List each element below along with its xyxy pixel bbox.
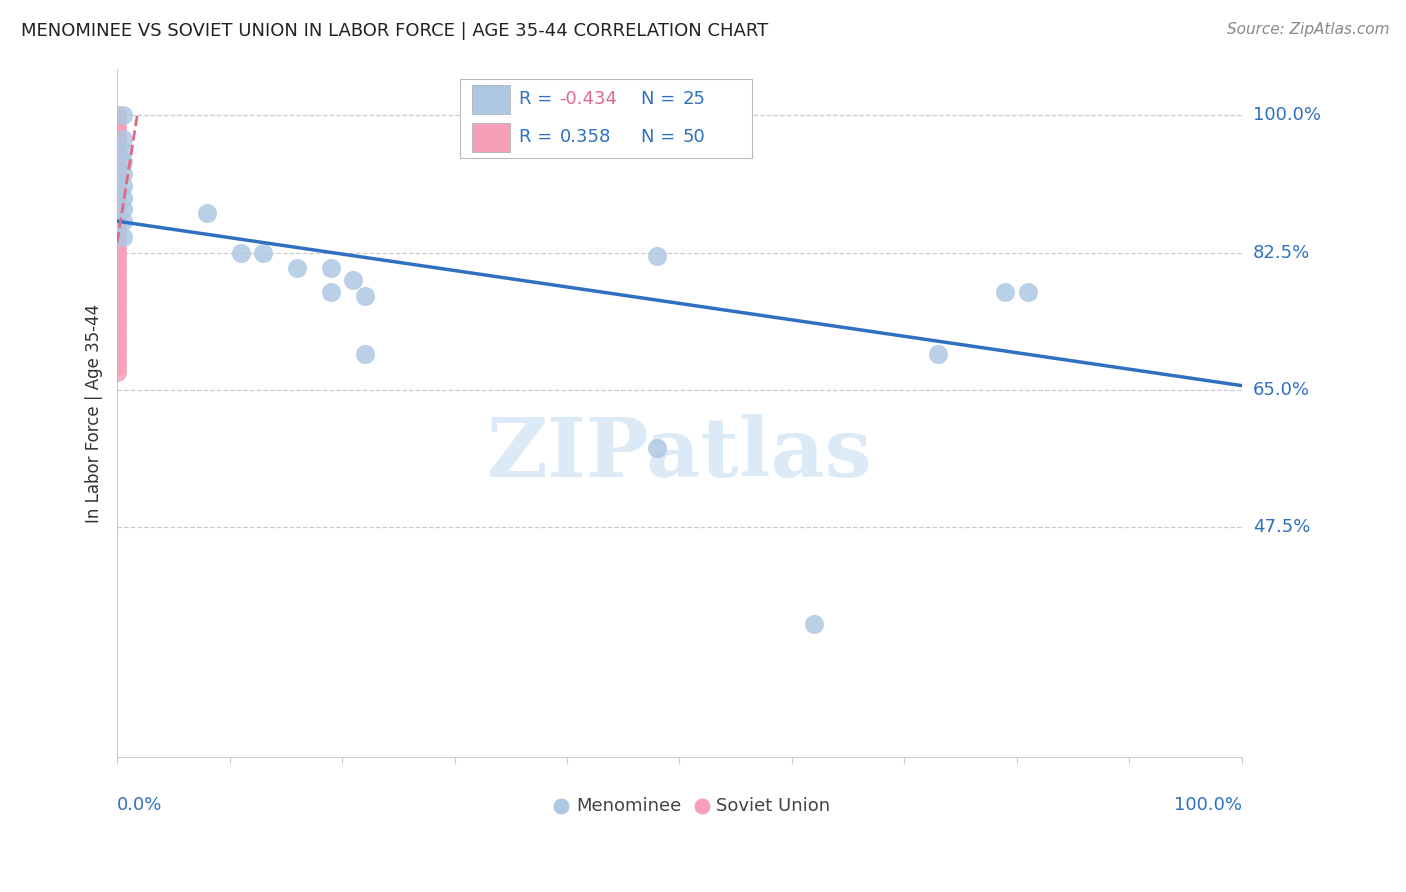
- Point: [105, 322, 128, 336]
- Y-axis label: In Labor Force | Age 35-44: In Labor Force | Age 35-44: [86, 303, 103, 523]
- Point: [252, 245, 274, 260]
- Point: [645, 249, 668, 263]
- Point: [105, 129, 128, 144]
- Point: [105, 338, 128, 352]
- Point: [105, 281, 128, 295]
- Point: [105, 150, 128, 164]
- Point: [994, 285, 1017, 299]
- Point: [105, 286, 128, 301]
- Point: [105, 155, 128, 169]
- Point: [229, 245, 252, 260]
- Point: [195, 206, 218, 220]
- Point: [105, 260, 128, 274]
- Point: [111, 178, 134, 193]
- Point: [645, 442, 668, 456]
- Point: [105, 192, 128, 206]
- Point: [105, 359, 128, 373]
- Point: [105, 197, 128, 211]
- Point: [105, 166, 128, 180]
- Point: [105, 234, 128, 248]
- Text: 47.5%: 47.5%: [1253, 517, 1310, 535]
- Text: 100.0%: 100.0%: [1174, 797, 1241, 814]
- Point: [111, 191, 134, 205]
- Point: [105, 181, 128, 195]
- Point: [319, 261, 342, 276]
- Point: [927, 347, 949, 361]
- Text: ZIPatlas: ZIPatlas: [486, 415, 872, 494]
- Point: [105, 307, 128, 321]
- Point: [285, 261, 308, 276]
- Point: [105, 318, 128, 332]
- Point: [105, 177, 128, 191]
- Point: [105, 171, 128, 186]
- Point: [105, 296, 128, 310]
- Point: [342, 273, 364, 287]
- Point: [105, 333, 128, 347]
- Point: [105, 145, 128, 160]
- Point: [105, 218, 128, 232]
- Point: [105, 212, 128, 227]
- Text: 100.0%: 100.0%: [1253, 106, 1320, 125]
- Text: 0.0%: 0.0%: [117, 797, 163, 814]
- Point: [105, 228, 128, 243]
- Point: [1017, 285, 1039, 299]
- Point: [353, 347, 375, 361]
- Point: [105, 239, 128, 253]
- Point: [111, 108, 134, 122]
- Point: [105, 343, 128, 358]
- Text: Source: ZipAtlas.com: Source: ZipAtlas.com: [1226, 22, 1389, 37]
- Point: [111, 230, 134, 244]
- Text: MENOMINEE VS SOVIET UNION IN LABOR FORCE | AGE 35-44 CORRELATION CHART: MENOMINEE VS SOVIET UNION IN LABOR FORCE…: [21, 22, 768, 40]
- Point: [105, 161, 128, 175]
- Text: 65.0%: 65.0%: [1253, 381, 1310, 399]
- Point: [803, 617, 825, 632]
- Point: [105, 119, 128, 133]
- Point: [105, 124, 128, 138]
- Text: 82.5%: 82.5%: [1253, 244, 1310, 261]
- Point: [105, 312, 128, 326]
- Point: [105, 327, 128, 342]
- Point: [105, 353, 128, 368]
- Point: [105, 270, 128, 285]
- Point: [111, 155, 134, 169]
- Point: [105, 291, 128, 305]
- Point: [111, 144, 134, 158]
- Point: [111, 132, 134, 146]
- Point: [105, 249, 128, 263]
- Point: [105, 186, 128, 201]
- Text: Menominee: Menominee: [576, 797, 681, 814]
- Point: [105, 224, 128, 238]
- Text: Soviet Union: Soviet Union: [717, 797, 831, 814]
- Point: [105, 364, 128, 378]
- Point: [353, 288, 375, 302]
- Point: [105, 349, 128, 363]
- Point: [105, 134, 128, 148]
- Point: [105, 275, 128, 289]
- Point: [111, 167, 134, 181]
- Point: [105, 108, 128, 122]
- Point: [105, 301, 128, 316]
- Point: [111, 202, 134, 217]
- Point: [105, 140, 128, 154]
- Point: [105, 114, 128, 128]
- Point: [105, 265, 128, 279]
- Point: [319, 285, 342, 299]
- Point: [105, 208, 128, 222]
- Point: [105, 244, 128, 258]
- Point: [105, 255, 128, 269]
- Point: [105, 202, 128, 217]
- Point: [111, 214, 134, 228]
